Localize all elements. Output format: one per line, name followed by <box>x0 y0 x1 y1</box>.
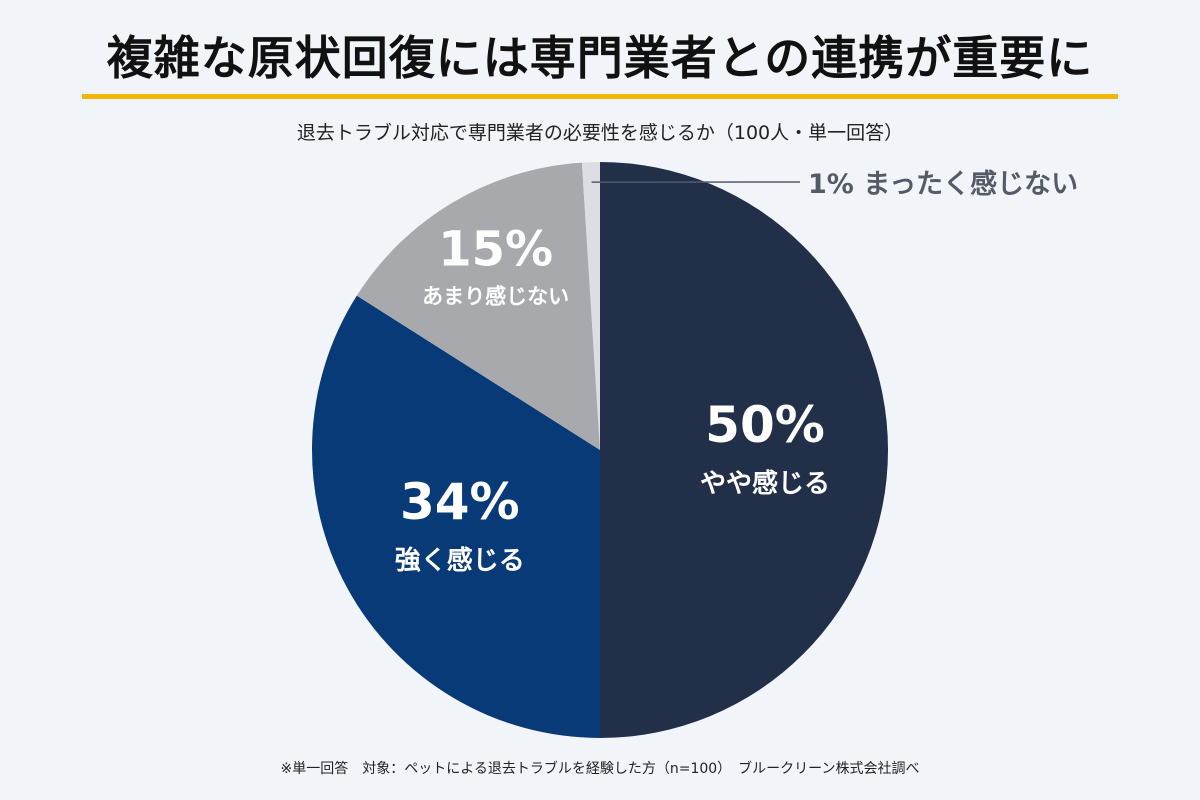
title-underline <box>82 94 1118 99</box>
pie-slice-34pct <box>312 295 600 738</box>
slice-value-label: 50% <box>705 396 825 454</box>
slice-value-label: 15% <box>438 222 553 278</box>
pie-slice-50pct <box>600 162 888 738</box>
page-title: 複雑な原状回復には専門業者との連携が重要に <box>106 31 1094 85</box>
slice-value-label: 34% <box>400 473 520 531</box>
slice-labels: 50% やや感じる 34% 強く感じる 15% あまり感じない 1% まったく感じない <box>395 168 1078 576</box>
slice-category-label: まったく感じない <box>863 168 1078 200</box>
chart-subtitle: 退去トラブル対応で専門業者の必要性を感じるか（100人・単一回答） <box>296 122 904 144</box>
slice-category-label: やや感じる <box>700 469 830 499</box>
slice-category-label: 強く感じる <box>395 546 525 576</box>
pie-slice-15pct <box>356 162 600 450</box>
callout-label: 1% まったく感じない <box>808 168 1078 200</box>
slice-category-label: あまり感じない <box>422 285 569 309</box>
slice-value-label: 1% <box>808 169 863 200</box>
pie-slice-1pct <box>581 162 600 450</box>
footnote: ※単一回答 対象：ペットによる退去トラブルを経験した方（n=100） ブルークリ… <box>280 761 920 777</box>
